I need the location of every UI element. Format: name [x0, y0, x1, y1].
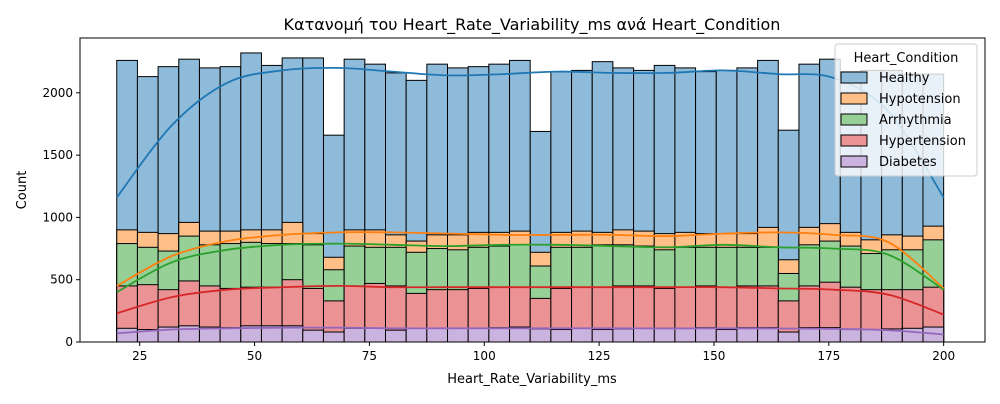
- x-tick-label-200: 200: [932, 349, 955, 363]
- y-tick-label-500: 500: [50, 273, 73, 287]
- y-axis: 0 500 1000 1500 2000: [42, 86, 80, 349]
- bar-diabetes-36: [860, 329, 883, 343]
- bar-diabetes-15: [426, 327, 449, 343]
- legend-swatch-hypertension: [840, 134, 868, 147]
- bar-diabetes-14: [405, 327, 428, 343]
- bar-diabetes-13: [384, 329, 407, 343]
- x-tick-label-75: 75: [362, 349, 377, 363]
- bar-diabetes-18: [488, 327, 511, 343]
- plot-frame: [79, 37, 986, 343]
- bar-diabetes-5: [219, 327, 242, 343]
- legend-label-arrhythmia: Arrhythmia: [879, 113, 952, 128]
- bar-diabetes-10: [322, 331, 345, 343]
- bars-layer: [116, 52, 945, 343]
- bar-diabetes-0: [116, 327, 138, 343]
- y-tick-label-1500: 1500: [42, 148, 73, 162]
- y-tick-label-0: 0: [65, 335, 73, 349]
- legend-label-hypertension: Hypertension: [879, 134, 966, 149]
- bar-diabetes-29: [715, 329, 738, 343]
- y-tick-label-1000: 1000: [42, 210, 73, 224]
- bar-diabetes-35: [839, 329, 862, 343]
- bar-diabetes-20: [529, 328, 552, 343]
- x-tick-label-175: 175: [817, 349, 840, 363]
- legend-label-diabetes: Diabetes: [879, 155, 937, 170]
- bar-diabetes-33: [798, 327, 821, 343]
- bar-diabetes-27: [674, 327, 697, 343]
- legend-swatch-arrhythmia: [840, 113, 868, 126]
- bar-diabetes-12: [364, 327, 386, 343]
- legend: Heart_Condition Healthy Hypotension Arrhyth…: [834, 43, 978, 177]
- bar-diabetes-30: [736, 327, 759, 343]
- bar-diabetes-23: [591, 329, 614, 343]
- kde-line-hypertension: [116, 284, 945, 316]
- x-axis: 25 50 75 100 125 150 175 200: [132, 342, 955, 363]
- kde-line-healthy: [116, 66, 945, 199]
- bar-diabetes-25: [633, 327, 655, 343]
- kde-line-hypotension: [116, 231, 945, 290]
- x-tick-label-125: 125: [588, 349, 611, 363]
- legend-label-hypotension: Hypotension: [879, 92, 961, 107]
- kde-layer: [116, 66, 945, 336]
- bar-diabetes-26: [653, 327, 676, 343]
- bar-diabetes-11: [343, 327, 366, 343]
- kde-line-diabetes: [116, 326, 944, 336]
- legend-label-healthy: Healthy: [879, 71, 930, 86]
- y-tick-label-2000: 2000: [42, 86, 73, 100]
- legend-title: Heart_Condition: [854, 51, 959, 66]
- x-tick-label-50: 50: [247, 349, 262, 363]
- legend-swatch-hypotension: [840, 92, 868, 105]
- chart-title: Κατανομή του Heart_Rate_Variability_ms α…: [284, 15, 781, 35]
- bar-diabetes-22: [571, 327, 593, 343]
- bar-diabetes-16: [447, 327, 469, 343]
- bar-diabetes-24: [612, 328, 635, 343]
- x-tick-label-100: 100: [473, 349, 496, 363]
- legend-swatch-diabetes: [840, 155, 868, 168]
- bar-diabetes-21: [550, 329, 573, 343]
- bar-diabetes-28: [695, 327, 717, 343]
- bar-diabetes-31: [757, 327, 779, 343]
- x-tick-label-150: 150: [703, 349, 726, 363]
- x-tick-label-25: 25: [132, 349, 147, 363]
- bar-diabetes-38: [901, 327, 924, 343]
- bar-diabetes-32: [777, 331, 800, 343]
- bar-diabetes-19: [509, 326, 531, 343]
- x-axis-label: Heart_Rate_Variability_ms: [447, 372, 617, 387]
- bar-diabetes-9: [302, 329, 324, 343]
- kde-line-arrhythmia: [116, 242, 945, 293]
- legend-swatch-healthy: [840, 71, 868, 84]
- y-axis-label: Count: [15, 171, 30, 210]
- bar-diabetes-17: [467, 327, 490, 343]
- legend-box: [834, 43, 978, 177]
